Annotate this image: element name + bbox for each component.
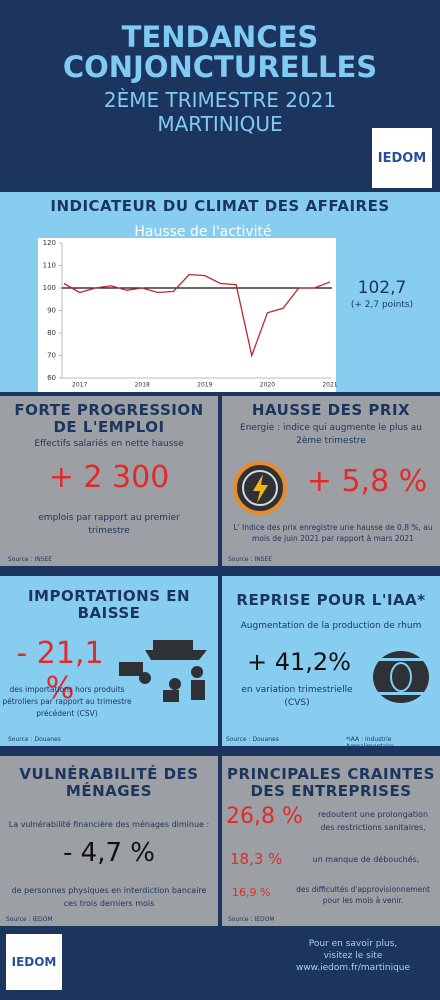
value: + 41,2% xyxy=(247,648,351,676)
prix-section: HAUSSE DES PRIX Energie : indice qui aug… xyxy=(222,396,440,566)
item-text: des difficultés d'approvisionnement pour… xyxy=(296,885,430,905)
y-tick-label: 90 xyxy=(47,307,56,315)
value: + 2 300 xyxy=(48,460,170,495)
emploi-section: FORTE PROGRESSION DE L'EMPLOI Effectifs … xyxy=(0,396,218,566)
climat-section: INDICATEUR DU CLIMAT DES AFFAIRES Hausse… xyxy=(0,192,440,392)
text: emplois par rapport au premier trimestre xyxy=(38,513,180,536)
item-value: 26,8 % xyxy=(226,804,303,829)
text: L' Indice des prix enregistre une hausse… xyxy=(233,523,433,543)
chart-title: Hausse de l'activité xyxy=(134,224,271,240)
item-value: 18,3 % xyxy=(230,850,283,868)
y-tick-label: 110 xyxy=(43,262,56,270)
subtitle: 2ÈME TRIMESTRE 2021 xyxy=(103,88,337,112)
title: TENDANCES CONJONCTURELLES xyxy=(62,20,378,84)
importations-section: IMPORTATIONS EN BAISSE - 21,1 % des impo… xyxy=(0,576,218,746)
intro: La vulnérabilité financière des ménages … xyxy=(8,820,210,829)
y-tick-label: 80 xyxy=(47,329,56,337)
value: 102,7 xyxy=(357,278,407,298)
intro: Energie : indice qui augmente le plus au… xyxy=(240,423,422,446)
chart: Hausse de l'activité 60 70 80 90 100 110 120 20… xyxy=(38,224,338,392)
craintes-section: PRINCIPALES CRAINTES DES ENTREPRISES 26,… xyxy=(222,756,440,926)
menages-section: VULNÉRABILITÉ DES MÉNAGES La vulnérabili… xyxy=(0,756,218,926)
section-title: REPRISE POUR L'IAA* xyxy=(236,591,426,609)
source: Source : INSEE xyxy=(8,556,53,563)
item-value: 16,9 % xyxy=(232,886,271,899)
intro: Effectifs salariés en nette hausse xyxy=(34,439,184,449)
x-tick-label: 2021 xyxy=(322,382,337,389)
footer-line: Pour en savoir plus, xyxy=(308,939,398,949)
chart-background xyxy=(38,238,336,392)
data-line xyxy=(63,273,331,358)
text: de personnes physiques en interdiction b… xyxy=(11,886,207,908)
change: (+ 2,7 points) xyxy=(350,300,414,310)
section-title: VULNÉRABILITÉ DES MÉNAGES xyxy=(19,765,199,800)
x-tick-label: 2020 xyxy=(260,382,275,389)
footer-line: www.iedom.fr/martinique xyxy=(295,963,411,973)
source: Source : INSEE xyxy=(228,556,273,563)
item-text: un manque de débouchés, xyxy=(312,855,420,864)
section-title: PRINCIPALES CRAINTES DES ENTREPRISES xyxy=(227,765,435,800)
section-title: HAUSSE DES PRIX xyxy=(251,401,411,419)
footer-text: Pour en savoir plus, visitez le site www… xyxy=(270,938,436,974)
source: Source : Douanes xyxy=(8,736,61,743)
y-tick-label: 70 xyxy=(47,352,56,360)
trade-icon xyxy=(119,640,207,702)
logo: IEDOM xyxy=(372,128,432,188)
footer-line: visitez le site xyxy=(323,951,383,961)
region: MARTINIQUE xyxy=(157,112,283,136)
source: Source : Douanes xyxy=(226,736,279,743)
section-title: INDICATEUR DU CLIMAT DES AFFAIRES xyxy=(50,197,390,215)
x-tick-label: 2018 xyxy=(135,382,150,389)
source: Source : IEDOM xyxy=(6,916,53,923)
section-title: FORTE PROGRESSION DE L'EMPLOI xyxy=(14,401,204,436)
text: des importations hors produits pétrolier… xyxy=(2,685,132,718)
iaa-section: REPRISE POUR L'IAA* Augmentation de la p… xyxy=(222,576,440,750)
y-tick-label: 120 xyxy=(43,239,56,247)
text: en variation trimestrielle (CVS) xyxy=(241,685,353,708)
barrel-icon xyxy=(373,651,429,703)
value: + 5,8 % xyxy=(306,464,428,499)
note: *IAA : Industrie Agroalimentaire xyxy=(346,736,394,750)
source: Source : IEDOM xyxy=(228,916,275,923)
section-title: IMPORTATIONS EN BAISSE xyxy=(27,587,191,622)
x-tick-label: 2019 xyxy=(197,382,212,389)
energy-icon xyxy=(233,461,287,515)
y-tick-label: 60 xyxy=(47,374,56,382)
intro: Augmentation de la production de rhum xyxy=(240,621,422,631)
value: - 4,7 % xyxy=(63,838,155,868)
value: - 21,1 % xyxy=(16,636,104,706)
item-text: redoutent une prolongation des restricti… xyxy=(317,810,429,832)
footer-logo: IEDOM xyxy=(6,934,62,990)
x-tick-label: 2017 xyxy=(72,382,87,389)
y-tick-label: 100 xyxy=(43,284,56,292)
